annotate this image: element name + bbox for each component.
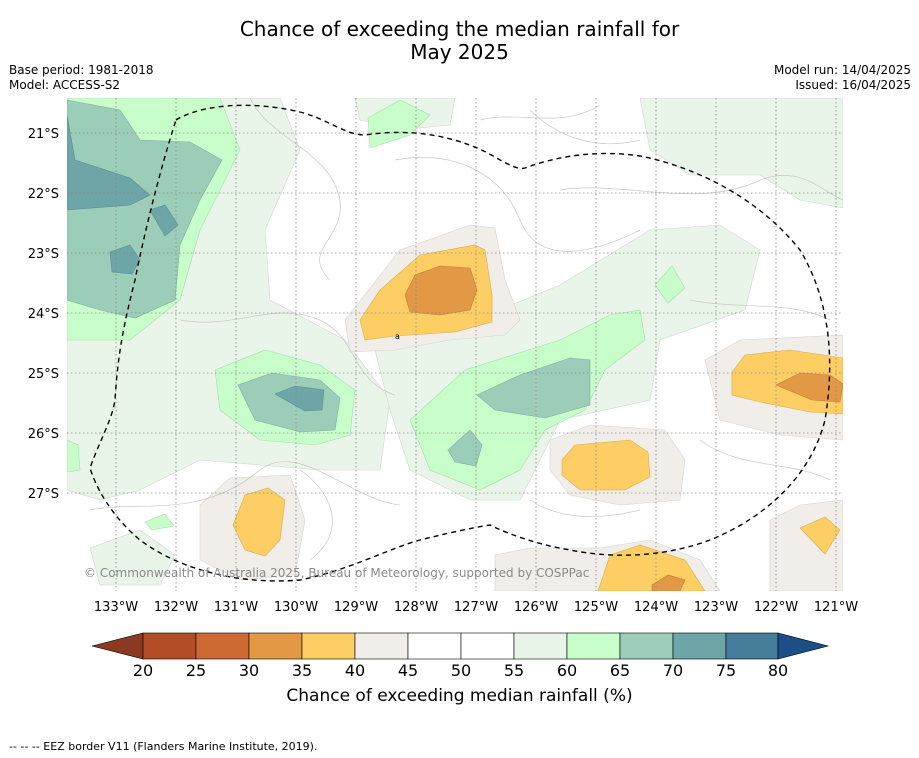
colorbar-bin	[725, 632, 779, 660]
contour-label-mark: a	[395, 332, 400, 341]
lon-label: 130°W	[274, 600, 318, 615]
zone-65-70-small	[447, 429, 483, 467]
contour-lines	[89, 98, 843, 561]
colorbar-tick: 75	[716, 661, 736, 680]
lat-label: 21°S	[28, 127, 59, 142]
colorbar-bin	[195, 632, 250, 660]
lon-label: 122°W	[754, 600, 798, 615]
map-title: Chance of exceeding the median rainfall …	[0, 18, 919, 64]
zone-60-65-south	[144, 513, 175, 531]
title-line-2: May 2025	[410, 40, 509, 64]
colorbar-tick: 30	[239, 661, 259, 680]
colorbar-bin	[513, 632, 568, 660]
colorbar-tick: 70	[663, 661, 683, 680]
colorbar-title: Chance of exceeding median rainfall (%)	[286, 686, 633, 706]
lat-label: 26°S	[28, 427, 59, 442]
colorbar-tick: 40	[345, 661, 365, 680]
colorbar-bin	[619, 632, 674, 660]
zone-30-35-south	[651, 574, 686, 591]
colorbar-tick: 20	[133, 661, 153, 680]
zone-65-70-central	[476, 357, 591, 419]
colorbar-bin	[566, 632, 621, 660]
lon-label: 127°W	[454, 600, 498, 615]
colorbar-tick: 25	[186, 661, 206, 680]
colorbar-tick: 35	[292, 661, 312, 680]
zone-70-75-west-south	[109, 244, 141, 275]
colorbar-bin	[407, 632, 462, 660]
lon-label: 125°W	[574, 600, 618, 615]
lon-label: 123°W	[694, 600, 738, 615]
gridlines	[67, 98, 843, 591]
colorbar-bin	[301, 632, 356, 660]
lon-label: 121°W	[814, 600, 858, 615]
colorbar	[91, 632, 830, 660]
title-line-1: Chance of exceeding the median rainfall …	[239, 17, 680, 41]
lon-label: 128°W	[394, 600, 438, 615]
zone-35-40-sw	[232, 487, 286, 557]
colorbar-bin	[248, 632, 303, 660]
lon-label: 124°W	[634, 600, 678, 615]
meta-right: Model run: 14/04/2025 Issued: 16/04/2025	[774, 63, 911, 93]
lon-label: 126°W	[514, 600, 558, 615]
latitude-labels: 21°S 22°S 23°S 24°S 25°S 26°S 27°S	[28, 127, 59, 502]
zone-60-65-sw	[67, 439, 81, 473]
colorbar-bin	[460, 632, 515, 660]
colorbar-bin	[354, 632, 409, 660]
colorbar-over-arrow	[777, 632, 830, 660]
lat-label: 27°S	[28, 487, 59, 502]
colorbar-tick: 80	[768, 661, 788, 680]
base-period: Base period: 1981-2018	[9, 63, 154, 77]
colorbar-under-arrow	[91, 632, 144, 660]
zone-65-70-center-west	[237, 372, 341, 433]
zone-70-75-center-west	[274, 385, 325, 412]
map-plot-area: a	[67, 98, 843, 591]
zone-60-65-small-east	[654, 265, 686, 304]
lat-label: 22°S	[28, 187, 59, 202]
lat-label: 24°S	[28, 307, 59, 322]
copyright-text: © Commonwealth of Australia 2025, Bureau…	[84, 566, 589, 580]
colorbar-tick: 60	[557, 661, 577, 680]
eez-footnote: -- -- -- EEZ border V11 (Flanders Marine…	[9, 740, 318, 753]
colorbar-tick: 65	[610, 661, 630, 680]
zone-35-40-se	[799, 516, 841, 555]
lon-label: 129°W	[334, 600, 378, 615]
zone-70-75-west-mid	[149, 204, 179, 237]
colorbar-ticks: 20 25 30 35 40 45 50 55 60 65 70 75 80	[133, 661, 788, 680]
lat-label: 23°S	[28, 247, 59, 262]
zone-35-40-south-center	[561, 439, 651, 491]
zone-55-60-northeast	[639, 98, 843, 209]
zone-65-70-west	[67, 99, 223, 319]
colorbar-bin	[672, 632, 727, 660]
eez-border	[89, 104, 831, 582]
lon-label: 132°W	[154, 600, 198, 615]
lon-label: 133°W	[94, 600, 138, 615]
model-name: Model: ACCESS-S2	[9, 78, 121, 92]
lat-label: 25°S	[28, 367, 59, 382]
meta-left: Base period: 1981-2018 Model: ACCESS-S2	[9, 63, 154, 93]
colorbar-tick: 45	[398, 661, 418, 680]
issued-date: Issued: 16/04/2025	[795, 78, 911, 92]
zone-60-65-north	[367, 99, 431, 149]
longitude-labels: 133°W 132°W 131°W 130°W 129°W 128°W 127°…	[94, 600, 858, 615]
colorbar-tick: 50	[451, 661, 471, 680]
zone-70-75-west-north	[67, 114, 151, 211]
colorbar-bin	[142, 632, 197, 660]
lon-label: 131°W	[214, 600, 258, 615]
colorbar-tick: 55	[504, 661, 524, 680]
model-run: Model run: 14/04/2025	[773, 63, 911, 77]
